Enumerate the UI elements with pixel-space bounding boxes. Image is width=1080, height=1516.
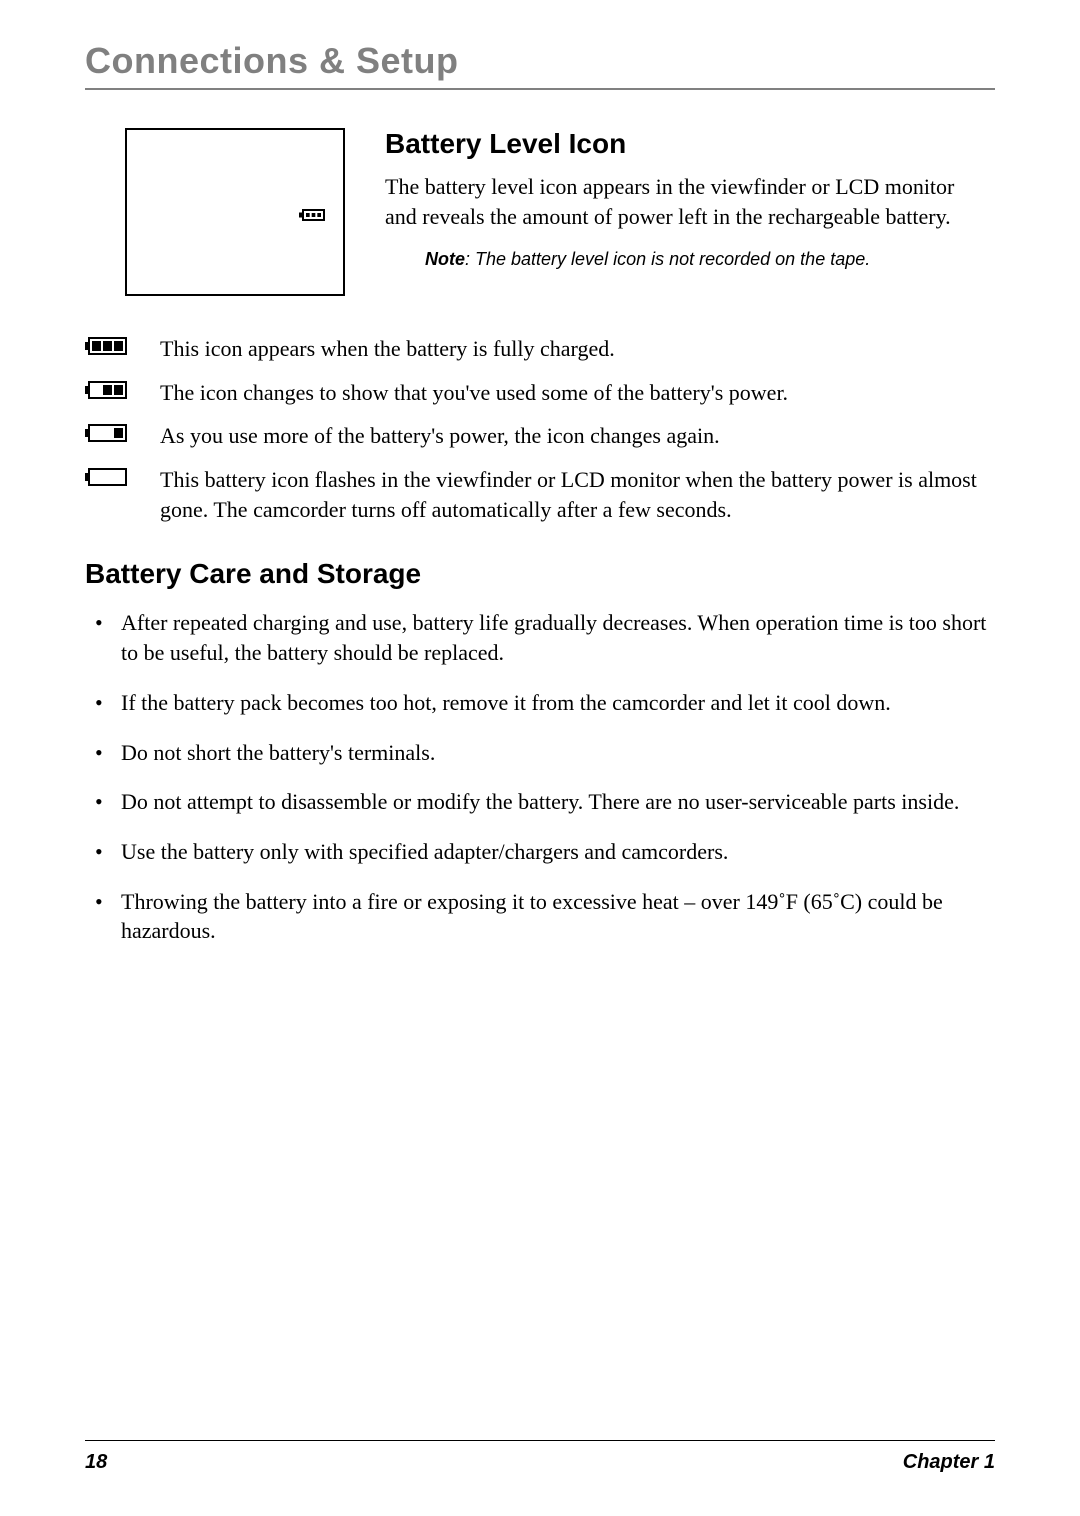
page-content: Connections & Setup Battery Level Icon T… xyxy=(85,40,995,966)
battery-state-text: This icon appears when the battery is fu… xyxy=(160,334,995,364)
viewfinder-illustration-wrap xyxy=(85,128,385,296)
battery-full-icon xyxy=(299,208,325,226)
page-footer: 18 Chapter 1 xyxy=(85,1440,995,1474)
battery-state-icon xyxy=(85,378,160,399)
viewfinder-box xyxy=(125,128,345,296)
note-body: : The battery level icon is not recorded… xyxy=(465,249,870,269)
battery-care-list: After repeated charging and use, battery… xyxy=(85,608,995,946)
battery-care-item: Throwing the battery into a fire or expo… xyxy=(85,887,995,946)
battery-level-intro: The battery level icon appears in the vi… xyxy=(385,172,985,231)
battery-level-note: Note: The battery level icon is not reco… xyxy=(425,247,905,271)
section-title: Connections & Setup xyxy=(85,40,995,82)
battery-care-item: Do not short the battery's terminals. xyxy=(85,738,995,768)
battery-state-icon xyxy=(85,465,160,486)
battery-level-text-column: Battery Level Icon The battery level ico… xyxy=(385,128,995,272)
chapter-label: Chapter 1 xyxy=(903,1451,995,1474)
battery-care-heading: Battery Care and Storage xyxy=(85,558,995,590)
battery-level-heading: Battery Level Icon xyxy=(385,128,985,160)
battery-state-row: This battery icon flashes in the viewfin… xyxy=(85,465,995,524)
battery-state-text: As you use more of the battery's power, … xyxy=(160,421,995,451)
battery-care-item: If the battery pack becomes too hot, rem… xyxy=(85,688,995,718)
footer-rule xyxy=(85,1440,995,1441)
battery-state-text: The icon changes to show that you've use… xyxy=(160,378,995,408)
battery-state-icon xyxy=(85,334,160,355)
battery-state-row: This icon appears when the battery is fu… xyxy=(85,334,995,364)
note-label: Note xyxy=(425,249,465,269)
page-number: 18 xyxy=(85,1451,107,1474)
battery-care-item: Do not attempt to disassemble or modify … xyxy=(85,787,995,817)
battery-care-item: After repeated charging and use, battery… xyxy=(85,608,995,667)
battery-state-icon xyxy=(85,421,160,442)
section-rule xyxy=(85,88,995,90)
battery-care-item: Use the battery only with specified adap… xyxy=(85,837,995,867)
battery-state-row: As you use more of the battery's power, … xyxy=(85,421,995,451)
battery-state-row: The icon changes to show that you've use… xyxy=(85,378,995,408)
battery-state-text: This battery icon flashes in the viewfin… xyxy=(160,465,995,524)
battery-states-list: This icon appears when the battery is fu… xyxy=(85,334,995,524)
battery-level-top-region: Battery Level Icon The battery level ico… xyxy=(85,128,995,296)
